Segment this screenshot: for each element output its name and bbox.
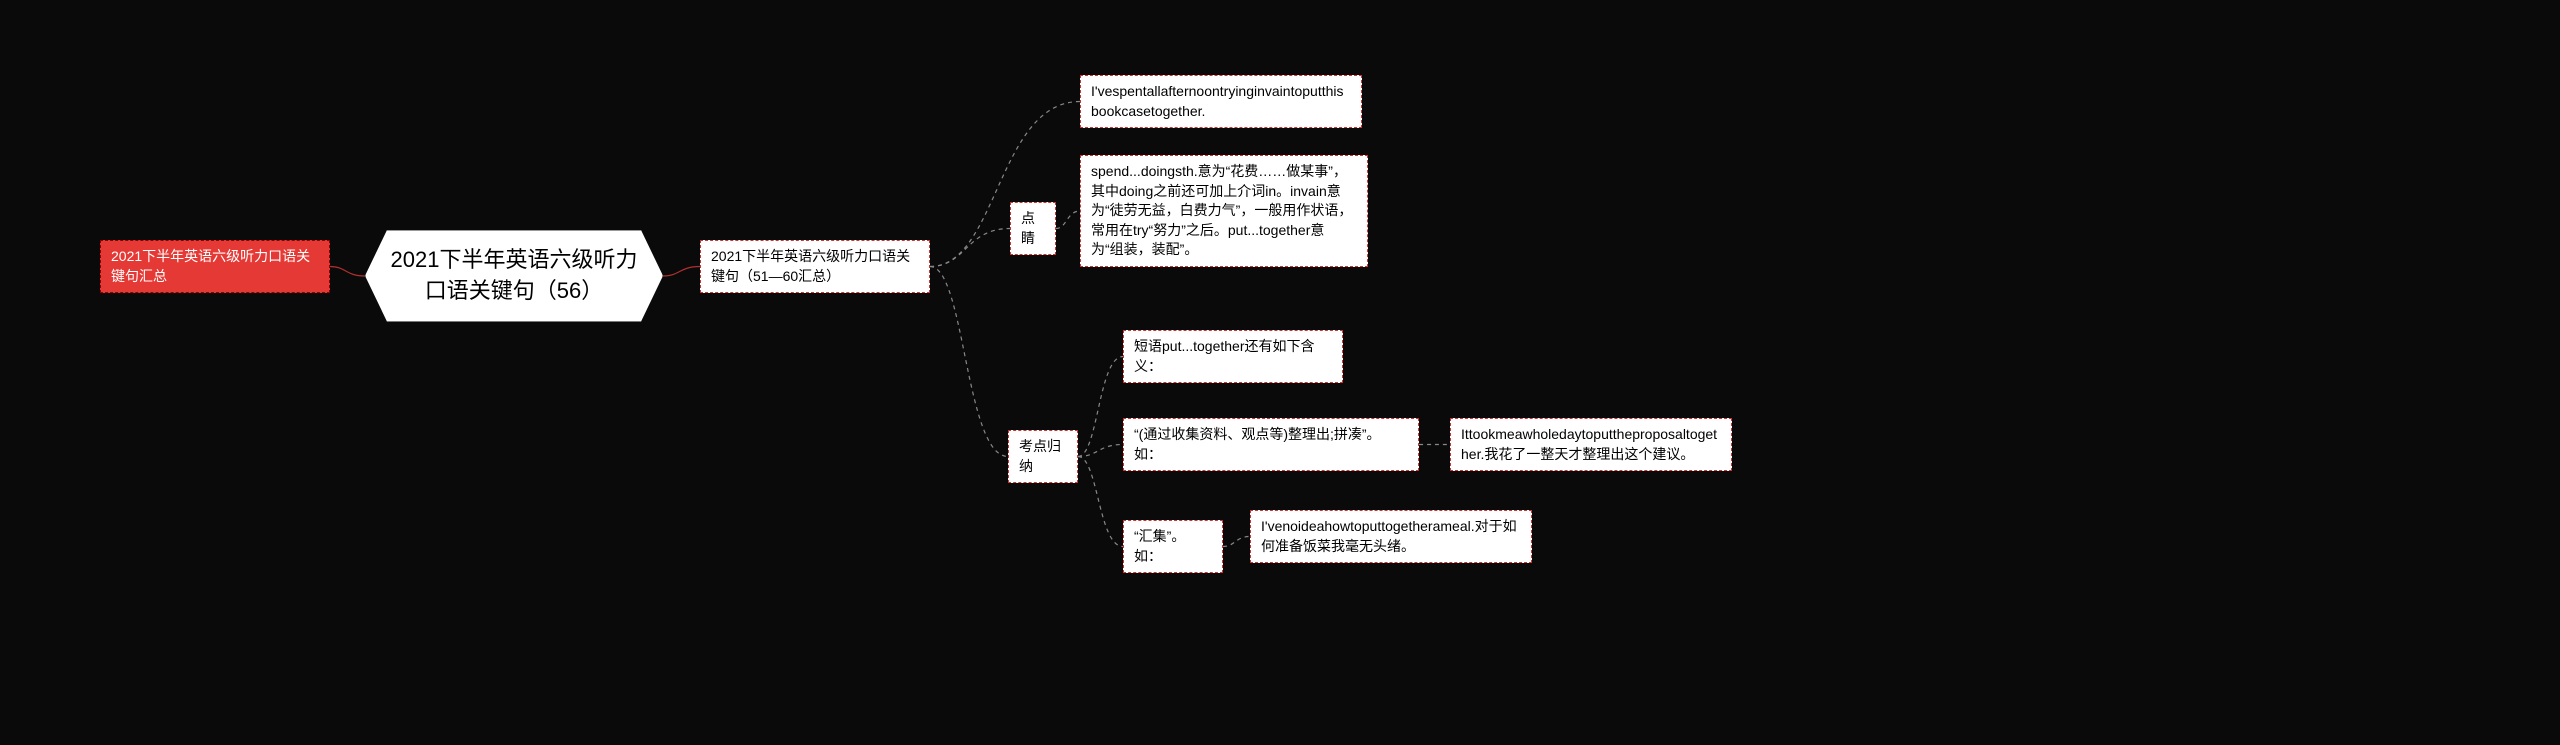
root-left-node: 2021下半年英语六级听力口语关键句汇总 (100, 240, 330, 293)
dianjing-content-node: spend...doingsth.意为“花费……做某事”，其中doing之前还可… (1080, 155, 1368, 267)
kaodian-3-ex-node: I'venoideahowtoputtogetherameal.对于如何准备饭菜… (1250, 510, 1532, 563)
dianjing-label-node: 点睛 (1010, 202, 1056, 255)
kaodian-1-node: 短语put...together还有如下含义： (1123, 330, 1343, 383)
kaodian-2-node: “(通过收集资料、观点等)整理出;拼凑”。如： (1123, 418, 1419, 471)
leaf-sentence-node: I'vespentallafternoontryinginvaintoputth… (1080, 75, 1362, 128)
center-node: 2021下半年英语六级听力口语关键句（56） (365, 230, 663, 322)
kaodian-3-node: “汇集”。如： (1123, 520, 1223, 573)
level2-node: 2021下半年英语六级听力口语关键句（51—60汇总） (700, 240, 930, 293)
kaodian-2-ex-node: Ittookmeawholedaytoputtheproposaltogethe… (1450, 418, 1732, 471)
kaodian-label-node: 考点归纳 (1008, 430, 1078, 483)
